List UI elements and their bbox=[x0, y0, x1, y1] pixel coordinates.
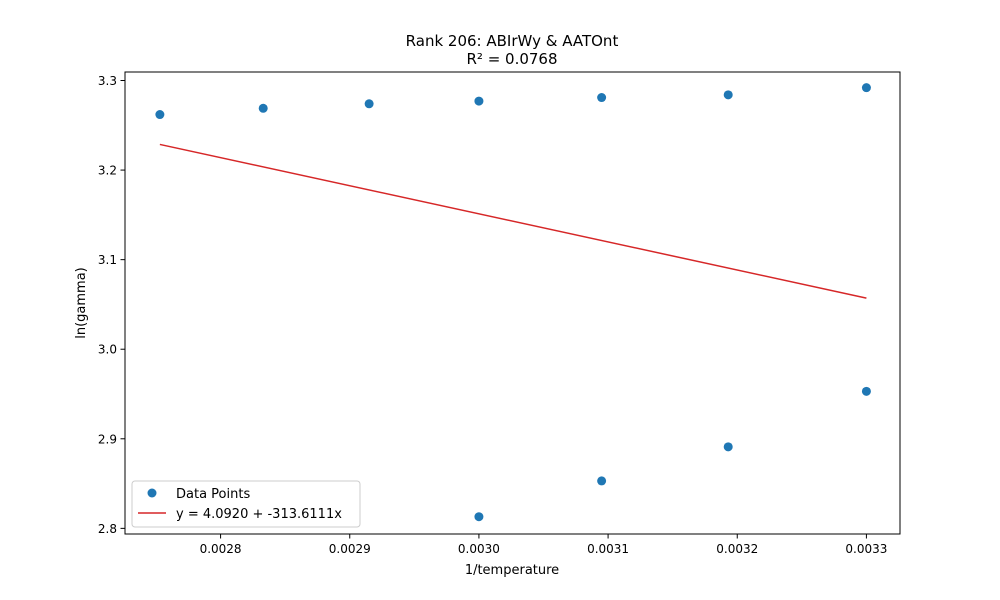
x-tick-label: 0.0032 bbox=[716, 542, 758, 556]
x-tick-label: 0.0030 bbox=[458, 542, 500, 556]
data-point bbox=[723, 90, 733, 100]
data-point bbox=[258, 103, 268, 113]
y-tick-label: 3.0 bbox=[98, 343, 117, 357]
x-axis: 0.0028 0.0029 0.0030 0.0031 0.0032 0.0033 bbox=[200, 534, 887, 556]
data-point bbox=[861, 83, 871, 93]
data-point bbox=[723, 442, 733, 452]
x-tick-label: 0.0028 bbox=[200, 542, 242, 556]
y-tick-label: 2.8 bbox=[98, 522, 117, 536]
legend-marker-data-points bbox=[147, 488, 157, 498]
fit-line bbox=[159, 143, 867, 299]
y-tick-label: 2.9 bbox=[98, 432, 117, 446]
data-point bbox=[364, 99, 374, 109]
chart-title: Rank 206: ABIrWy & AATOnt bbox=[406, 32, 619, 50]
data-point bbox=[155, 110, 165, 120]
legend-label-data-points: Data Points bbox=[176, 487, 250, 502]
legend-label-fit-line: y = 4.0920 + -313.6111x bbox=[176, 507, 342, 522]
axes-frame bbox=[124, 71, 901, 535]
y-tick-label: 3.2 bbox=[98, 164, 117, 178]
x-tick-label: 0.0033 bbox=[845, 542, 887, 556]
data-point bbox=[474, 96, 484, 106]
data-point bbox=[597, 476, 607, 486]
legend: Data Points y = 4.0920 + -313.6111x bbox=[131, 480, 361, 528]
legend-box bbox=[131, 480, 361, 528]
x-tick-label: 0.0029 bbox=[329, 542, 371, 556]
x-axis-label: 1/temperature bbox=[465, 563, 559, 578]
data-point bbox=[861, 386, 871, 396]
x-tick-label: 0.0031 bbox=[587, 542, 629, 556]
y-tick-label: 3.3 bbox=[98, 74, 117, 88]
y-axis: 2.8 2.9 3.0 3.1 3.2 3.3 bbox=[98, 74, 125, 536]
data-point bbox=[474, 512, 484, 522]
y-axis-label: ln(gamma) bbox=[74, 267, 89, 339]
plot-area bbox=[155, 83, 871, 522]
data-point bbox=[597, 93, 607, 103]
chart-subtitle: R² = 0.0768 bbox=[466, 50, 557, 68]
y-tick-label: 3.1 bbox=[98, 253, 117, 267]
